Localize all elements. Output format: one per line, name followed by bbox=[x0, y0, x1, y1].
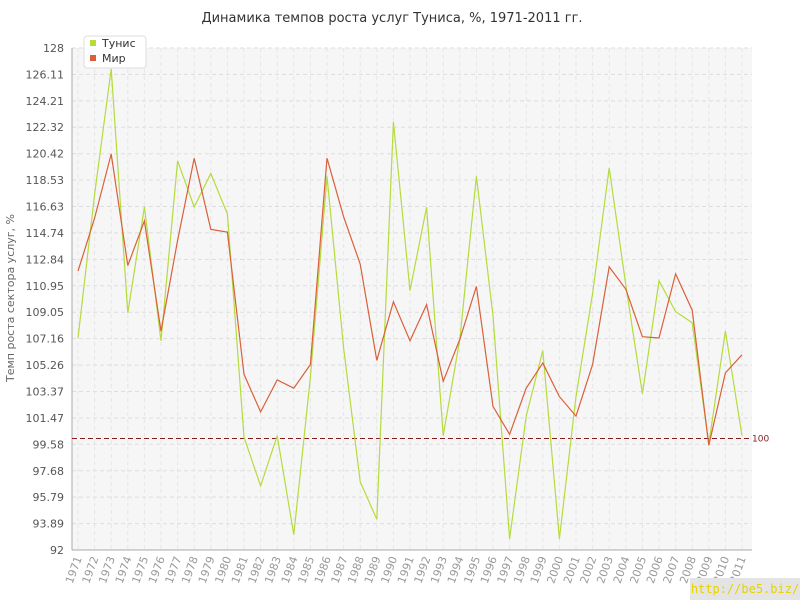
reference-line-group: 100 bbox=[72, 434, 769, 444]
legend-label-world[interactable]: Мир bbox=[102, 52, 126, 65]
chart-title: Динамика темпов роста услуг Туниса, %, 1… bbox=[201, 11, 582, 26]
y-tick-label: 101.47 bbox=[26, 412, 65, 425]
y-tick-label: 114.74 bbox=[26, 227, 65, 240]
y-tick-label: 97.68 bbox=[33, 465, 65, 478]
legend-swatch-tunisia bbox=[90, 40, 96, 46]
y-tick-label: 93.89 bbox=[33, 518, 65, 531]
y-tick-label: 112.84 bbox=[26, 253, 65, 266]
legend-swatch-world bbox=[90, 55, 96, 61]
legend[interactable]: Тунис Мир bbox=[83, 35, 147, 69]
series-lines bbox=[77, 68, 743, 539]
y-tick-label: 109.05 bbox=[26, 306, 65, 319]
y-tick-label: 103.37 bbox=[26, 385, 65, 398]
y-tick-label: 126.11 bbox=[26, 68, 65, 81]
watermark[interactable]: http://be5.biz/ bbox=[690, 578, 800, 600]
y-tick-label: 107.16 bbox=[26, 333, 65, 346]
y-tick-label: 92 bbox=[50, 544, 64, 557]
y-tick-label: 110.95 bbox=[26, 280, 65, 293]
y-tick-label: 116.63 bbox=[26, 201, 65, 214]
grid bbox=[72, 47, 752, 551]
legend-label-tunisia[interactable]: Тунис bbox=[101, 37, 136, 50]
y-tick-label: 122.32 bbox=[26, 121, 65, 134]
series-line-world[interactable] bbox=[77, 153, 743, 446]
y-tick-label: 128 bbox=[43, 42, 64, 55]
y-tick-label: 105.26 bbox=[26, 359, 65, 372]
y-tick-label: 118.53 bbox=[26, 174, 65, 187]
y-tick-label: 95.79 bbox=[33, 491, 65, 504]
plot-background bbox=[72, 48, 752, 550]
series-line-tunisia[interactable] bbox=[77, 68, 743, 539]
y-tick-label: 120.42 bbox=[26, 148, 65, 161]
y-tick-label: 124.21 bbox=[26, 95, 65, 108]
reference-line-label: 100 bbox=[752, 434, 769, 444]
y-tick-label: 99.58 bbox=[33, 438, 65, 451]
legend-box bbox=[83, 35, 147, 69]
y-axis-label: Темп роста сектора услуг, % bbox=[4, 214, 17, 383]
